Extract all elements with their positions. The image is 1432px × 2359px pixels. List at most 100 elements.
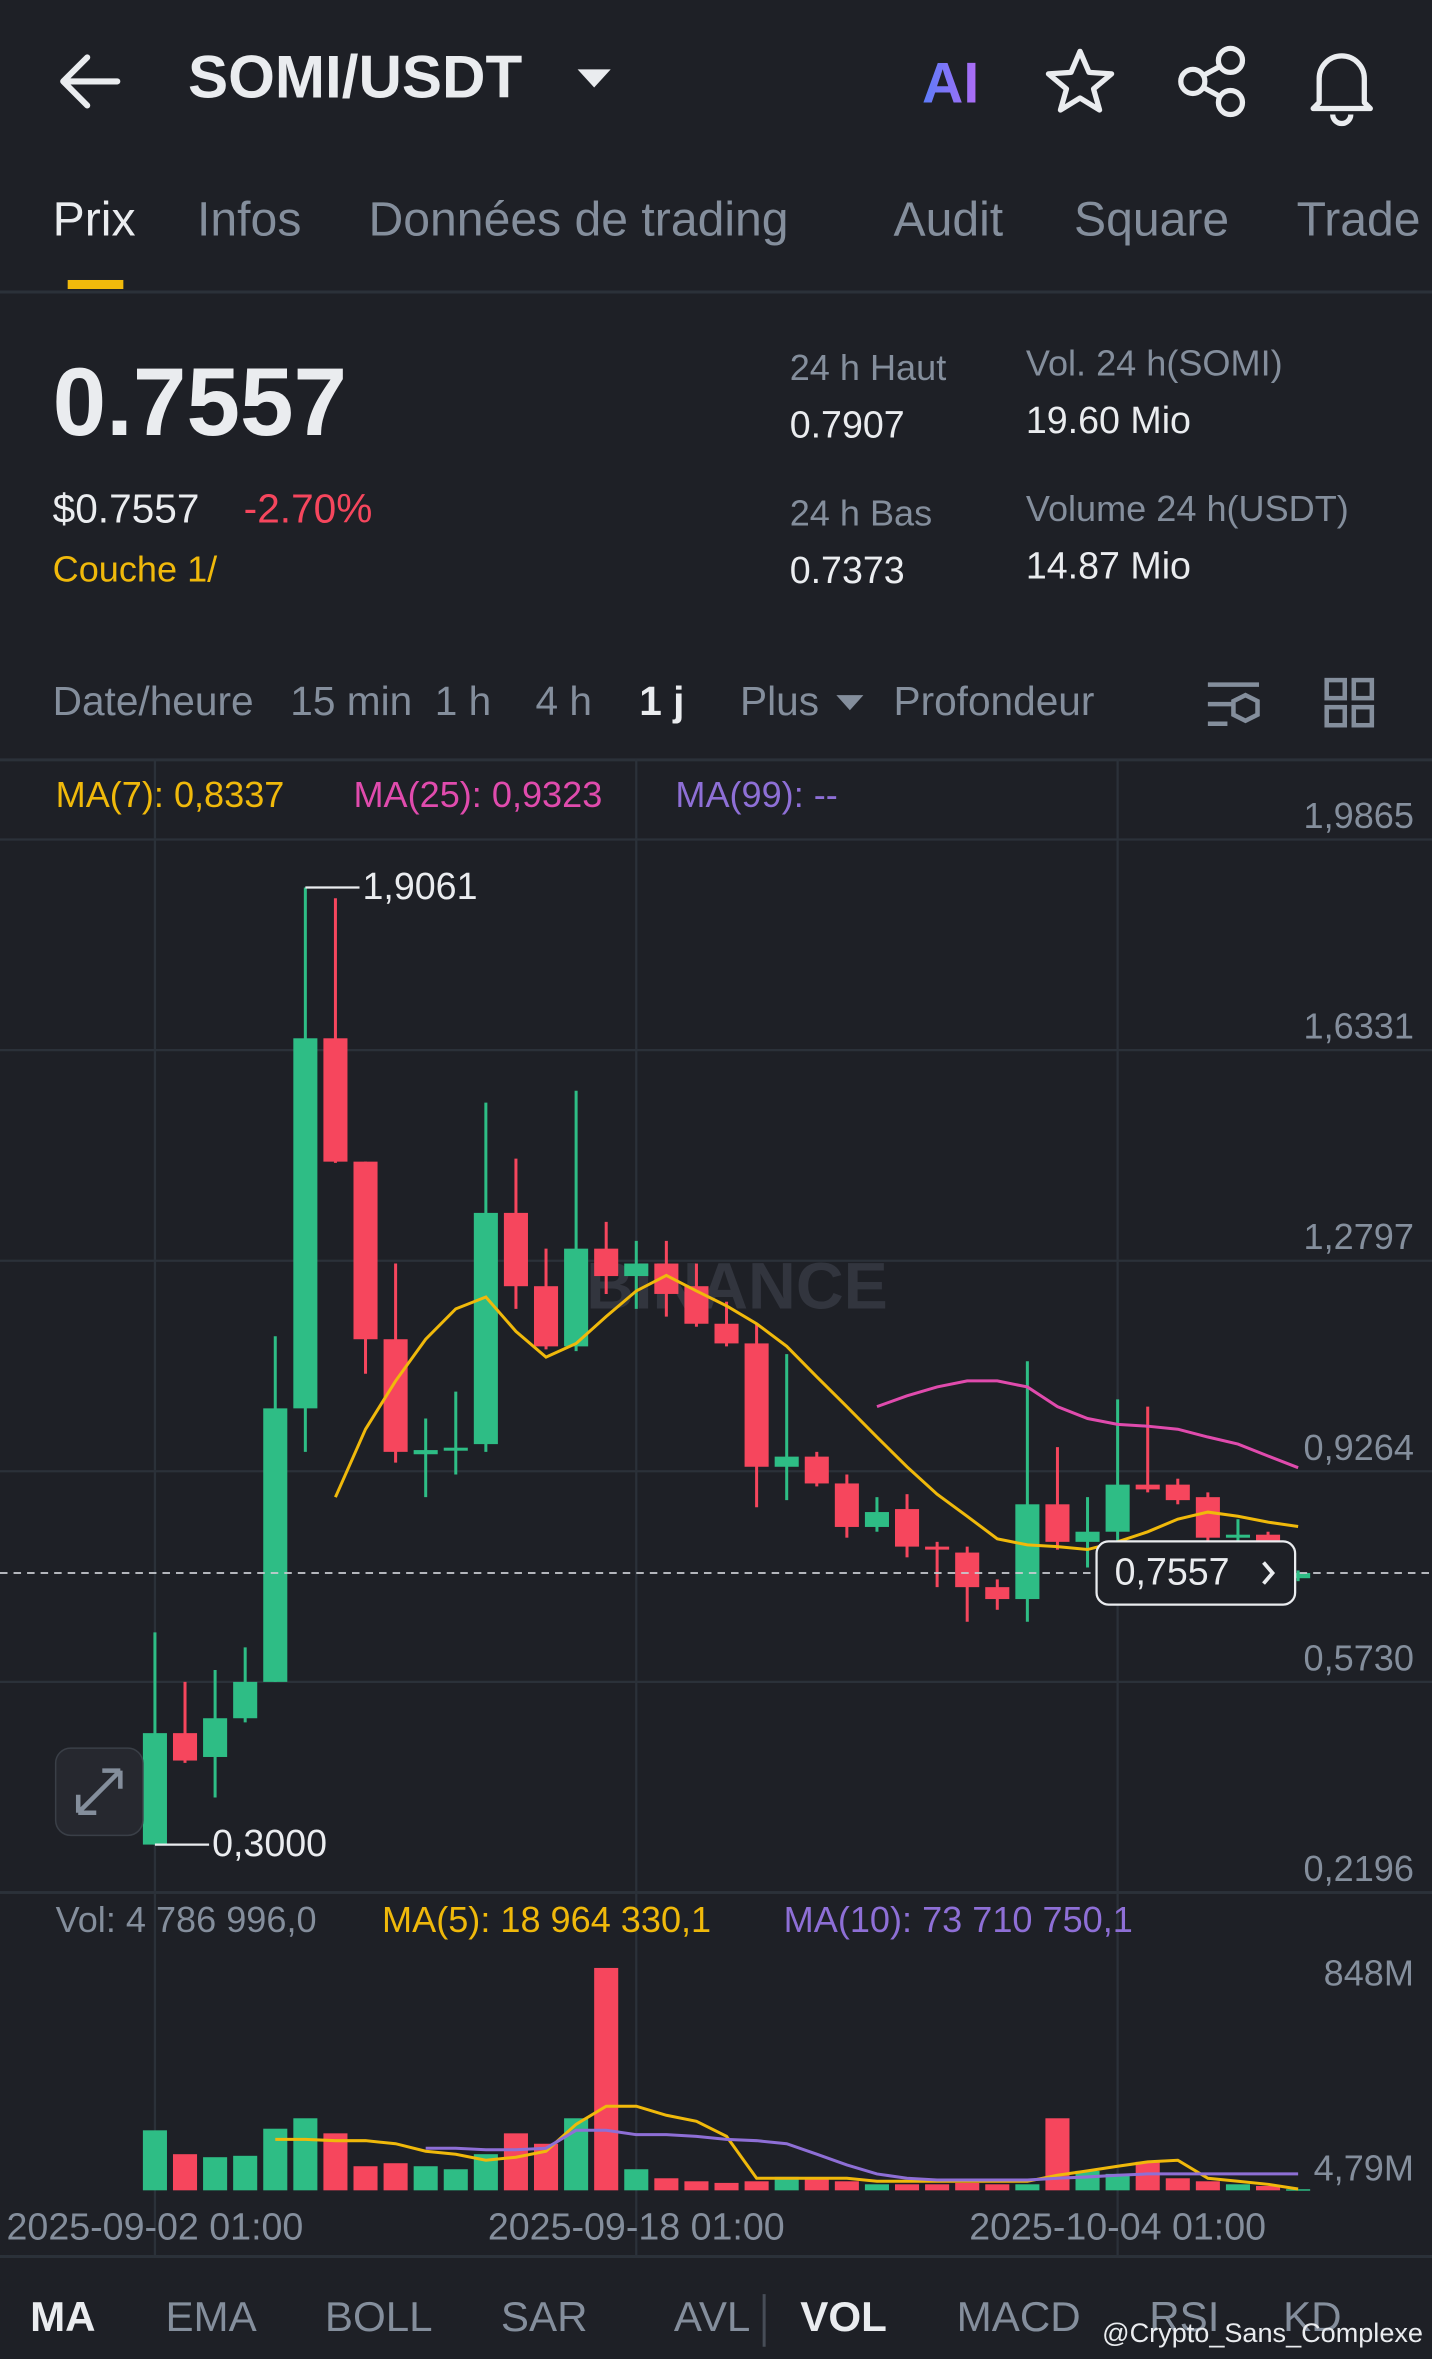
- indicator-tab[interactable]: EMA: [165, 2293, 256, 2340]
- candle-body: [1225, 1534, 1250, 1538]
- candle-body: [774, 1456, 799, 1467]
- tab[interactable]: Audit: [893, 193, 1003, 247]
- candle-body: [1195, 1497, 1220, 1538]
- tab[interactable]: Données de trading: [369, 193, 789, 247]
- candle-body: [293, 1038, 318, 1409]
- candle-body: [1105, 1484, 1130, 1532]
- volume-bar: [1105, 2173, 1130, 2191]
- indicator-tab[interactable]: MACD: [957, 2293, 1081, 2340]
- candle-body: [744, 1343, 769, 1467]
- stat-value: 0.7907: [790, 403, 905, 445]
- candle-body: [413, 1450, 438, 1455]
- candle-body: [263, 1408, 288, 1682]
- candle-body: [714, 1323, 739, 1344]
- ai-button[interactable]: AI: [922, 52, 979, 116]
- candle-body: [985, 1587, 1010, 1600]
- y-tick-label: 0,9264: [1304, 1427, 1414, 1468]
- layout-toggle[interactable]: [1324, 677, 1375, 728]
- volume-bar: [714, 2182, 739, 2191]
- y-tick-label: 1,9865: [1304, 795, 1414, 836]
- candle-body: [564, 1248, 589, 1347]
- y-tick-label: 848M: [1324, 1952, 1414, 1993]
- interval-option[interactable]: 4 h: [535, 678, 591, 724]
- volume-bar: [353, 2166, 378, 2191]
- pair-title[interactable]: SOMI/USDT: [188, 43, 522, 110]
- indicator-tab[interactable]: SAR: [501, 2293, 588, 2340]
- current-price-label: 0,7557: [1115, 1550, 1230, 1592]
- candle-body: [443, 1447, 468, 1451]
- indicator-tab[interactable]: BOLL: [325, 2293, 433, 2340]
- watermark: @Crypto_Sans_Complexe: [1102, 2317, 1423, 2348]
- interval-option[interactable]: Date/heure: [53, 678, 254, 724]
- candle-body: [624, 1263, 649, 1277]
- indicator-tab[interactable]: VOL: [800, 2293, 887, 2340]
- favorite-button[interactable]: [1045, 48, 1115, 113]
- volume-bar: [955, 2182, 980, 2191]
- volume-bar: [203, 2157, 228, 2191]
- volume-bar: [684, 2181, 709, 2191]
- share-button[interactable]: [1178, 45, 1246, 118]
- current-price-tag[interactable]: [1095, 1540, 1297, 1606]
- volume-bar: [233, 2155, 258, 2191]
- tab[interactable]: Trade: [1297, 193, 1421, 247]
- stat-value: 0.7373: [790, 549, 905, 591]
- volume-bar: [172, 2154, 198, 2191]
- tab[interactable]: Infos: [197, 193, 301, 247]
- y-tick-label: 4,79M: [1314, 2148, 1414, 2189]
- candle-body: [353, 1161, 378, 1340]
- ma-line: [425, 2128, 1299, 2182]
- volume-bar: [413, 2166, 438, 2191]
- indicator-settings[interactable]: [1207, 682, 1260, 726]
- tab[interactable]: Square: [1074, 193, 1229, 247]
- price-change: -2.70%: [244, 485, 373, 531]
- current-price-chevron: [1262, 1561, 1276, 1585]
- candle-body: [804, 1456, 829, 1484]
- candle-body: [142, 1733, 167, 1845]
- candle-body: [895, 1509, 920, 1547]
- ma-line: [275, 2104, 1299, 2191]
- volume-bar: [744, 2181, 769, 2191]
- candle-body: [864, 1512, 889, 1527]
- volume-bar: [864, 2184, 889, 2191]
- indicator-tab[interactable]: KD: [1283, 2293, 1342, 2340]
- candle-body: [233, 1681, 258, 1719]
- legend-entry: MA(5): 18 964 330,1: [382, 1899, 711, 1940]
- volume-bar: [594, 1967, 619, 2191]
- chart-area: BINANCE1,98651,63311,27970,92640,57300,2…: [0, 759, 1432, 2257]
- pair-dropdown[interactable]: [577, 69, 611, 88]
- stat-label: Vol. 24 h(SOMI): [1026, 342, 1283, 383]
- last-price: 0.7557: [53, 349, 347, 456]
- annotation-label: 0,3000: [212, 1822, 327, 1864]
- volume-bar: [895, 2184, 920, 2191]
- x-tick-label: 2025-09-18 01:00: [488, 2205, 785, 2247]
- back-button[interactable]: [60, 54, 121, 109]
- alert-button[interactable]: [1310, 53, 1373, 127]
- volume-bar: [323, 2133, 348, 2191]
- interval-option[interactable]: 15 min: [290, 678, 412, 724]
- more-dropdown[interactable]: [836, 695, 864, 711]
- indicator-tab[interactable]: AVL: [674, 2293, 750, 2340]
- volume-bar: [1075, 2170, 1100, 2191]
- candle-body: [172, 1733, 198, 1761]
- tab[interactable]: Prix: [53, 193, 136, 247]
- volume-bar: [443, 2169, 468, 2191]
- volume-bar: [1225, 2184, 1250, 2191]
- interval-option[interactable]: Plus: [740, 678, 819, 724]
- stat-value: 14.87 Mio: [1026, 545, 1191, 587]
- candle-body: [323, 1038, 348, 1162]
- candle-body: [1165, 1484, 1190, 1501]
- candle-body: [594, 1248, 619, 1277]
- candle-body: [925, 1546, 950, 1550]
- interval-option[interactable]: 1 h: [435, 678, 491, 724]
- interval-option[interactable]: Profondeur: [893, 678, 1094, 724]
- interval-option[interactable]: 1 j: [639, 678, 684, 724]
- legend-entry: MA(10): 73 710 750,1: [784, 1899, 1133, 1940]
- y-tick-label: 0,5730: [1304, 1637, 1414, 1678]
- indicator-tab[interactable]: MA: [30, 2293, 96, 2340]
- indicator-tab[interactable]: RSI: [1149, 2293, 1219, 2340]
- volume-bar: [1165, 2178, 1190, 2191]
- legend-entry: MA(7): 0,8337: [56, 774, 285, 815]
- legend-entry: MA(25): 0,9323: [353, 774, 602, 815]
- y-tick-label: 1,6331: [1304, 1006, 1414, 1047]
- layer-tag[interactable]: Couche 1/: [53, 548, 219, 589]
